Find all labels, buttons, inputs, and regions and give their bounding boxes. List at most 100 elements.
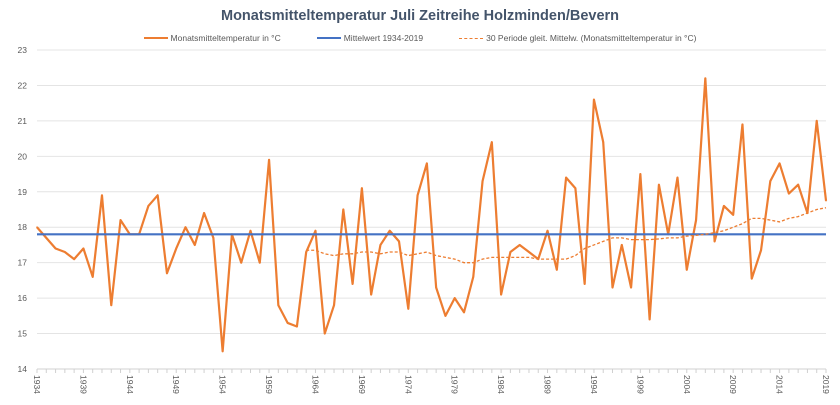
data-point — [778, 162, 781, 165]
legend-swatch-moving — [459, 37, 484, 39]
data-point — [546, 229, 549, 232]
data-point — [221, 350, 224, 353]
data-point — [509, 251, 512, 253]
legend-swatch-temp — [143, 37, 168, 39]
legend-item-moving: 30 Periode gleit. Mittelw. (Monatsmittel… — [459, 33, 696, 43]
data-point — [556, 268, 558, 271]
x-tick-label: 1934 — [32, 375, 42, 394]
x-tick-label: 2009 — [728, 375, 738, 394]
data-point — [481, 180, 484, 182]
data-point — [648, 318, 651, 321]
data-point — [750, 277, 753, 280]
y-tick-label: 16 — [18, 293, 28, 303]
data-point — [639, 173, 642, 175]
data-point — [91, 276, 94, 278]
data-point — [500, 293, 502, 296]
data-point — [528, 251, 530, 253]
x-tick-label: 1959 — [264, 375, 274, 394]
x-tick-label: 2019 — [821, 375, 831, 394]
x-tick-label: 1964 — [310, 375, 320, 394]
data-point — [156, 194, 159, 197]
data-point — [203, 212, 205, 214]
data-point — [769, 180, 772, 182]
data-point — [760, 249, 762, 252]
data-point — [491, 141, 493, 143]
data-point — [723, 205, 725, 207]
data-point — [64, 251, 66, 253]
legend: Monatsmitteltemperatur in °C Mittelwert … — [0, 33, 840, 43]
data-point — [453, 297, 456, 299]
data-point — [741, 123, 744, 126]
data-point — [268, 159, 270, 161]
data-point — [658, 183, 660, 186]
data-point — [184, 226, 187, 229]
data-point — [82, 247, 85, 250]
data-point — [296, 325, 298, 328]
x-tick-label: 1944 — [125, 375, 135, 394]
data-point — [685, 268, 688, 271]
data-point — [611, 286, 614, 289]
x-tick-label: 1979 — [450, 375, 460, 394]
x-tick-label: 2014 — [775, 375, 785, 394]
data-point — [175, 247, 178, 250]
x-tick-label: 1999 — [635, 375, 645, 394]
y-tick-label: 22 — [18, 80, 28, 90]
x-tick-label: 2004 — [682, 375, 692, 394]
data-point — [704, 77, 707, 80]
y-tick-label: 19 — [18, 187, 28, 197]
x-tick-label: 1969 — [357, 375, 367, 394]
data-point — [36, 226, 38, 229]
data-point — [426, 162, 428, 165]
data-point — [314, 229, 317, 232]
data-point — [593, 98, 595, 101]
data-point — [73, 258, 75, 260]
data-point — [119, 219, 122, 221]
y-tick-label: 23 — [18, 45, 28, 55]
data-point — [732, 214, 734, 216]
legend-label-temp: Monatsmitteltemperatur in °C — [170, 33, 281, 43]
legend-item-temp: Monatsmitteltemperatur in °C — [143, 33, 281, 43]
data-point — [258, 261, 261, 264]
data-point — [54, 247, 57, 250]
data-point — [361, 187, 363, 190]
x-tick-label: 1994 — [589, 375, 599, 394]
series-line-temperature — [36, 77, 828, 353]
data-point — [472, 276, 475, 278]
data-point — [788, 192, 790, 195]
data-point — [110, 304, 113, 307]
x-tick-label: 1984 — [496, 375, 506, 394]
data-point — [305, 251, 307, 253]
data-point — [583, 283, 586, 285]
data-point — [695, 219, 697, 221]
data-point — [379, 244, 382, 246]
data-point — [388, 229, 391, 232]
x-tick-label: 1949 — [171, 375, 181, 394]
data-point — [45, 237, 48, 239]
data-point — [435, 286, 437, 289]
data-point — [815, 120, 818, 122]
legend-swatch-mean — [316, 37, 341, 39]
data-point — [370, 293, 372, 296]
data-point — [277, 304, 280, 307]
data-point — [518, 244, 521, 246]
x-tick-label: 1974 — [403, 375, 413, 394]
chart-title: Monatsmitteltemperatur Juli Zeitreihe Ho… — [220, 8, 620, 24]
data-point — [444, 315, 447, 317]
data-point — [147, 205, 150, 207]
y-tick-label: 21 — [18, 116, 28, 126]
y-tick-label: 18 — [18, 222, 28, 232]
data-point — [249, 229, 252, 232]
data-point — [797, 183, 799, 186]
data-point — [351, 283, 354, 285]
data-point — [240, 261, 243, 264]
data-point — [463, 311, 465, 314]
data-point — [630, 286, 632, 289]
data-point — [602, 141, 605, 143]
data-point — [101, 194, 103, 197]
data-point — [825, 199, 827, 202]
data-point — [565, 176, 567, 179]
data-point — [713, 240, 716, 243]
series-line-moving-average — [306, 207, 827, 264]
